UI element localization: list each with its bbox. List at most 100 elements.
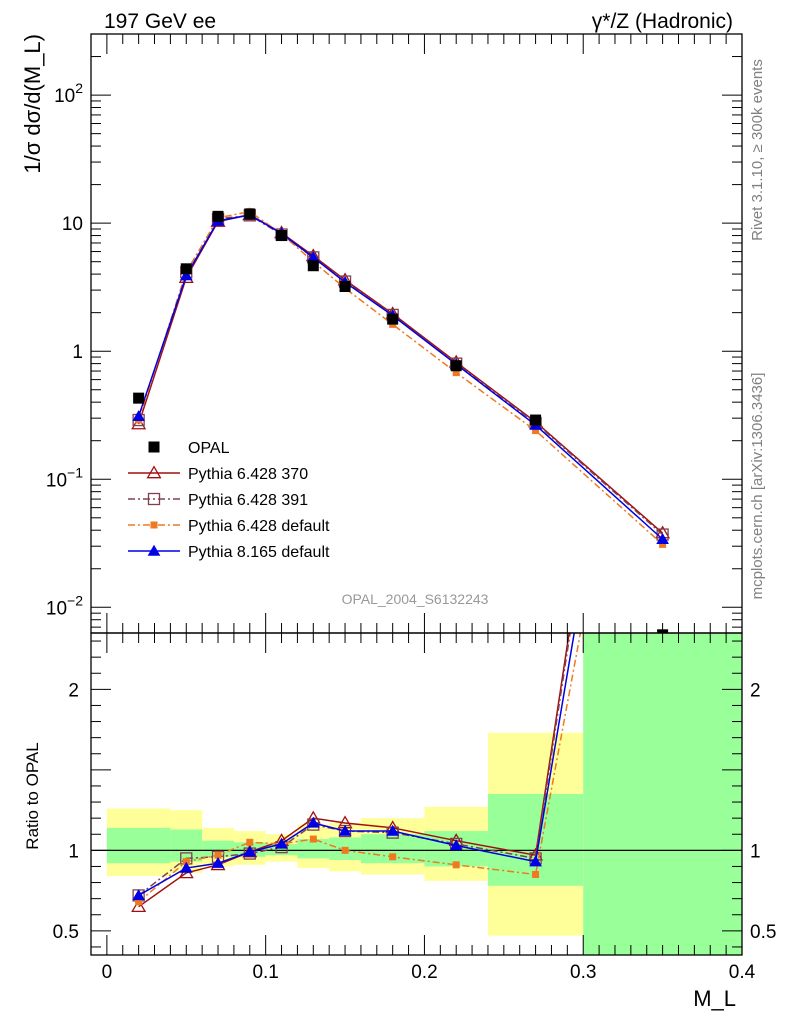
- legend-marker-opal: [148, 441, 160, 453]
- main-point-opal-9: [530, 414, 542, 426]
- band-inner-5: [297, 839, 330, 859]
- band-inner-10: [583, 633, 742, 955]
- header-right: γ*/Z (Hadronic): [592, 10, 733, 33]
- ratio-uncertainty-bands: [91, 633, 742, 955]
- ratio-ytick-label-left-1: 1: [68, 841, 79, 862]
- ratio-point-p8def-8: [449, 839, 463, 851]
- legend-entry-p8def: Pythia 8.165 default: [128, 544, 330, 561]
- ratio-series-p8def: [132, 103, 669, 901]
- ratio-point-p6def-7: [389, 853, 397, 861]
- legend-label-p370: Pythia 6.428 370: [188, 466, 308, 483]
- main-point-opal-5: [307, 260, 319, 272]
- ratio-point-p8def-9: [529, 855, 542, 867]
- mcplots-label: mcplots.cern.ch [arXiv:1306.3436]: [749, 373, 766, 600]
- ratio-point-p6def-5: [309, 835, 317, 843]
- ratio-ytick-label-right-2: 2: [750, 680, 761, 701]
- main-point-p8def-0: [132, 410, 146, 422]
- main-point-opal-4: [276, 230, 288, 242]
- main-point-p6def-10: [659, 540, 667, 548]
- main-point-p6def-9: [532, 427, 540, 435]
- legend-entry-opal: OPAL: [148, 440, 230, 457]
- ratio-point-p370-0: [131, 899, 147, 913]
- band-inner-2: [202, 840, 234, 857]
- main-ytick-label-1-exp: −1: [67, 464, 83, 480]
- main-point-p8def-10: [656, 532, 669, 544]
- main-point-opal-2: [212, 210, 224, 222]
- ratio-xtick-label-0: 0: [102, 962, 113, 983]
- main-point-p6def-8: [452, 369, 460, 377]
- main-series-opal: [133, 208, 669, 633]
- main-series-group: [131, 207, 671, 633]
- legend-marker-p370: [146, 465, 162, 479]
- band-inner-0: [106, 827, 171, 864]
- ratio-ytick-label-left-2: 2: [68, 680, 79, 701]
- xaxis-label: M_L: [693, 986, 736, 1011]
- band-inner-1: [170, 829, 203, 862]
- ratio-point-p8def-5: [306, 816, 320, 828]
- legend-label-opal: OPAL: [188, 440, 230, 457]
- ratio-line-p6def: [138, 633, 582, 903]
- legend-entry-p391: Pythia 6.428 391: [128, 492, 308, 509]
- legend-entry-p6def: Pythia 6.428 default: [128, 518, 330, 535]
- analysis-label: OPAL_2004_S6132243: [342, 591, 489, 607]
- ratio-point-p8def-10: [656, 103, 669, 114]
- ratio-point-p6def-1: [182, 858, 190, 866]
- ratio-point-p6def-3: [246, 838, 254, 846]
- main-ytick-label-2: 1: [72, 342, 83, 363]
- ratio-point-p8def-0: [132, 889, 146, 901]
- ratio-point-p6def-0: [135, 898, 143, 906]
- main-ytick-label-1-base: 10: [46, 470, 67, 491]
- main-ytick-label-1: 10−1: [46, 464, 83, 491]
- legend-marker-p6def: [150, 521, 158, 529]
- main-point-opal-3: [244, 208, 256, 220]
- main-point-opal-6: [339, 281, 351, 293]
- main-point-p8def-1: [179, 269, 193, 281]
- rivet-label: Rivet 3.1.10, ≥ 300k events: [749, 59, 766, 241]
- ratio-point-p6def-6: [341, 846, 349, 854]
- main-line-p8def: [137, 214, 664, 540]
- main-ytick-label-4: 102: [54, 80, 83, 107]
- main-point-opal-8: [450, 360, 462, 372]
- legend-entry-p370: Pythia 6.428 370: [128, 465, 308, 483]
- main-ytick-label-4-base: 10: [54, 86, 75, 107]
- main-point-p8def-5: [306, 251, 320, 263]
- ratio-ytick-label-right-1: 1: [750, 841, 761, 862]
- legend-label-p391: Pythia 6.428 391: [188, 492, 308, 509]
- main-point-opal-0: [133, 392, 145, 404]
- legend-label-p6def: Pythia 6.428 default: [188, 518, 330, 535]
- header-left: 197 GeV ee: [104, 10, 216, 33]
- ratio-xtick-label-4: 0.4: [729, 962, 756, 983]
- main-line-p370: [137, 214, 664, 534]
- legend-marker-p8def: [147, 544, 161, 556]
- main-ytick-label-4-exp: 2: [75, 80, 83, 96]
- ratio-point-p6def-2: [214, 851, 222, 859]
- main-ytick-label-3: 10: [62, 214, 83, 235]
- legend: OPAL Pythia 6.428 370 Pythia 6.428 391 Pyth…: [128, 440, 330, 561]
- ratio-point-p8def-2: [211, 856, 225, 868]
- ratio-ylabel: Ratio to OPAL: [23, 742, 42, 849]
- band-inner-4: [265, 843, 298, 856]
- main-ytick-label-0-base: 10: [46, 598, 67, 619]
- main-point-opal-7: [387, 313, 399, 325]
- ratio-point-p6def-8: [452, 861, 460, 869]
- main-series-p370: [131, 207, 671, 539]
- main-ytick-label-0: 10−2: [46, 592, 83, 619]
- ratio-ytick-label-left-0: 0.5: [53, 922, 79, 943]
- legend-marker-p391: [147, 492, 161, 506]
- ratio-point-p6def-9: [532, 871, 540, 878]
- ratio-xtick-label-3: 0.3: [570, 962, 596, 983]
- main-line-p391: [137, 214, 664, 536]
- ratio-point-p6def-10: [659, 187, 666, 194]
- ratio-series-group: [131, 103, 669, 913]
- ratio-point-p8def-6: [338, 824, 352, 836]
- legend-label-p8def: Pythia 8.165 default: [188, 544, 330, 561]
- ratio-point-p8def-7: [386, 824, 400, 836]
- ratio-point-p8def-3: [243, 845, 257, 857]
- ratio-xtick-label-2: 0.2: [411, 962, 437, 983]
- main-ytick-label-0-exp: −2: [67, 592, 83, 608]
- main-ylabel: 1/σ dσ/d(M_L): [20, 34, 45, 174]
- ratio-point-p8def-1: [179, 861, 193, 873]
- ratio-xtick-label-1: 0.1: [252, 962, 278, 983]
